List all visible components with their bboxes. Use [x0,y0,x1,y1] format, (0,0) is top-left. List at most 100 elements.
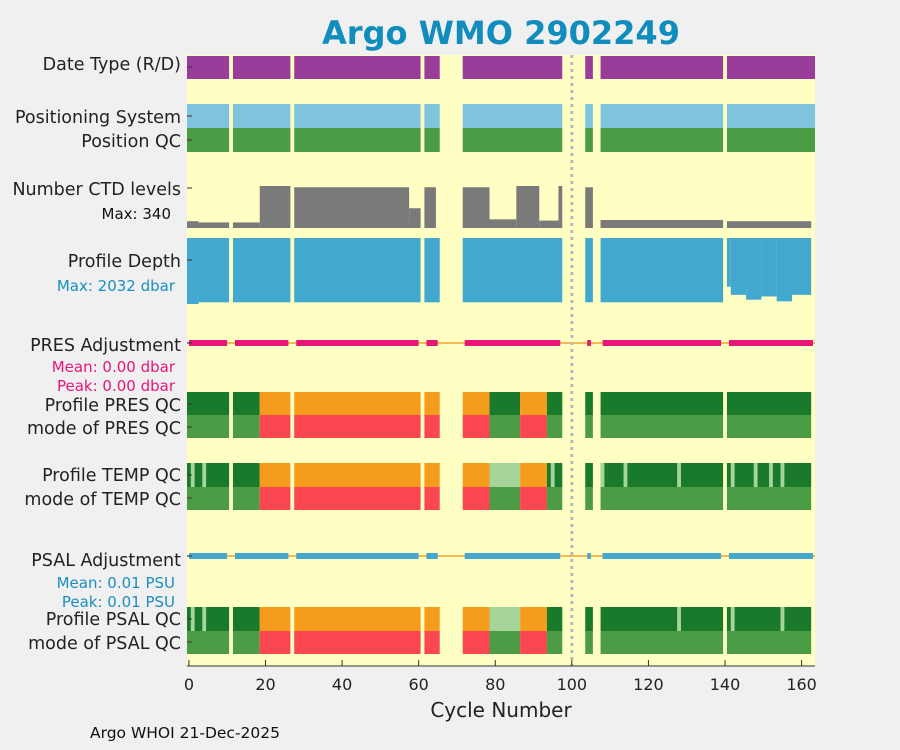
ctd-levels-bar [424,187,436,228]
profile-temp-qc-segment [462,463,490,487]
profile-psal-qc-segment [600,607,724,631]
psal-adjustment-bar [189,553,228,559]
profile-depth-bar [792,238,812,295]
profile-psal-qc-segment [259,607,291,631]
x-tick-label: 160 [786,675,817,694]
mode-psal-qc-segment [520,631,547,654]
positioning-system-bar [600,104,724,128]
profile-pres-qc-segment [187,392,230,415]
profile-temp-qc-segment [600,463,724,487]
mode-temp-qc-segment [726,487,812,510]
profile-psal-qc-segment [202,607,207,631]
date-type-bar [585,56,593,79]
profile-psal-qc-segment [232,607,260,631]
mode-temp-qc-segment [259,487,291,510]
profile-temp-qc-segment [600,463,605,487]
position-qc-bar [294,128,421,152]
position-qc-bar [424,128,440,152]
psal-adjustment-bar [234,553,289,559]
profile-temp-qc-segment [677,463,681,487]
mode-temp-qc-segment [294,487,421,510]
mode-psal-qc-segment [585,631,593,654]
mode-psal-qc-segment [294,631,421,654]
positioning-system-bar [462,104,563,128]
ctd-levels-bar [409,208,421,228]
mode-pres-qc-segment [232,415,260,438]
pres-adjustment-bar [296,340,419,346]
date-type-bar [424,56,440,79]
profile-pres-qc-segment [232,392,260,415]
profile-pres-qc-segment [585,392,593,415]
x-tick-label: 140 [710,675,741,694]
label-depth-max: Max: 2032 dbar [57,277,176,295]
profile-temp-qc-segment [489,463,521,487]
date-type-bar [600,56,724,79]
row-labels: Argo WMO 2902249 Date Type (R/D) Positio… [12,14,680,722]
profile-temp-qc-segment [585,463,593,487]
ctd-levels-bar [462,187,490,228]
profile-depth-bar [776,238,793,302]
positioning-system-bar [726,104,815,128]
profile-pres-qc-segment [546,392,563,415]
profile-temp-qc-segment [730,463,735,487]
profile-depth-bar [761,238,777,297]
mode-psal-qc-segment [187,631,230,654]
mode-pres-qc-segment [546,415,563,438]
mode-temp-qc-segment [600,487,724,510]
x-tick-label: 40 [332,675,352,694]
x-tick-label: 80 [485,675,505,694]
profile-depth-bar [462,238,563,303]
profile-psal-qc-segment [585,607,593,631]
mode-psal-qc-segment [462,631,490,654]
footer-credit: Argo WHOI 21-Dec-2025 [90,724,280,742]
pres-adjustment-bar [464,340,561,346]
profile-psal-qc-segment [546,607,563,631]
x-axis: 0 20 40 60 80 100 120 140 160 [184,66,817,694]
positioning-system-bar [585,104,593,128]
mode-temp-qc-segment [232,487,260,510]
date-type-bar [726,56,815,79]
profile-psal-qc-segment [780,607,785,631]
psal-adjustment-bar [587,553,591,559]
label-psal-mean: Mean: 0.01 PSU [57,574,175,592]
psal-adjustment-bar [464,553,561,559]
mode-pres-qc-segment [294,415,421,438]
profile-pres-qc-segment [726,392,812,415]
profile-temp-qc-segment [259,463,291,487]
mode-pres-qc-segment [187,415,230,438]
profile-pres-qc-segment [424,392,440,415]
pres-adjustment-bar [426,340,438,346]
profile-psal-qc-segment [677,607,681,631]
label-positioning-system: Positioning System [15,108,181,128]
ctd-levels-bar [259,186,291,228]
profile-depth-bar [232,238,291,303]
profile-psal-qc-segment [190,607,195,631]
date-type-bar [462,56,563,79]
mode-temp-qc-segment [489,487,521,510]
label-ctd-levels: Number CTD levels [12,180,181,200]
profile-depth-bar [730,238,747,295]
plot-area [187,55,815,666]
pres-adjustment-bar [728,340,813,346]
psal-adjustment-bar [602,553,722,559]
ctd-levels-bar [726,221,812,228]
profile-pres-qc-segment [462,392,490,415]
profile-temp-qc-segment [424,463,440,487]
label-mode-pres-qc: mode of PRES QC [27,419,181,439]
mode-temp-qc-segment [520,487,547,510]
pres-adjustment-bar [587,340,591,346]
mode-pres-qc-segment [726,415,812,438]
mode-pres-qc-segment [520,415,547,438]
date-type-bar [232,56,291,79]
profile-depth-bar [585,238,593,303]
profile-temp-qc-segment [232,463,260,487]
ctd-levels-bar [232,222,260,228]
pres-adjustment-bar [189,340,228,346]
position-qc-bar [585,128,593,152]
profile-depth-bar [424,238,440,303]
ctd-levels-bar [539,220,559,228]
mode-temp-qc-segment [462,487,490,510]
position-qc-bar [187,128,230,152]
label-date-type: Date Type (R/D) [43,55,181,75]
